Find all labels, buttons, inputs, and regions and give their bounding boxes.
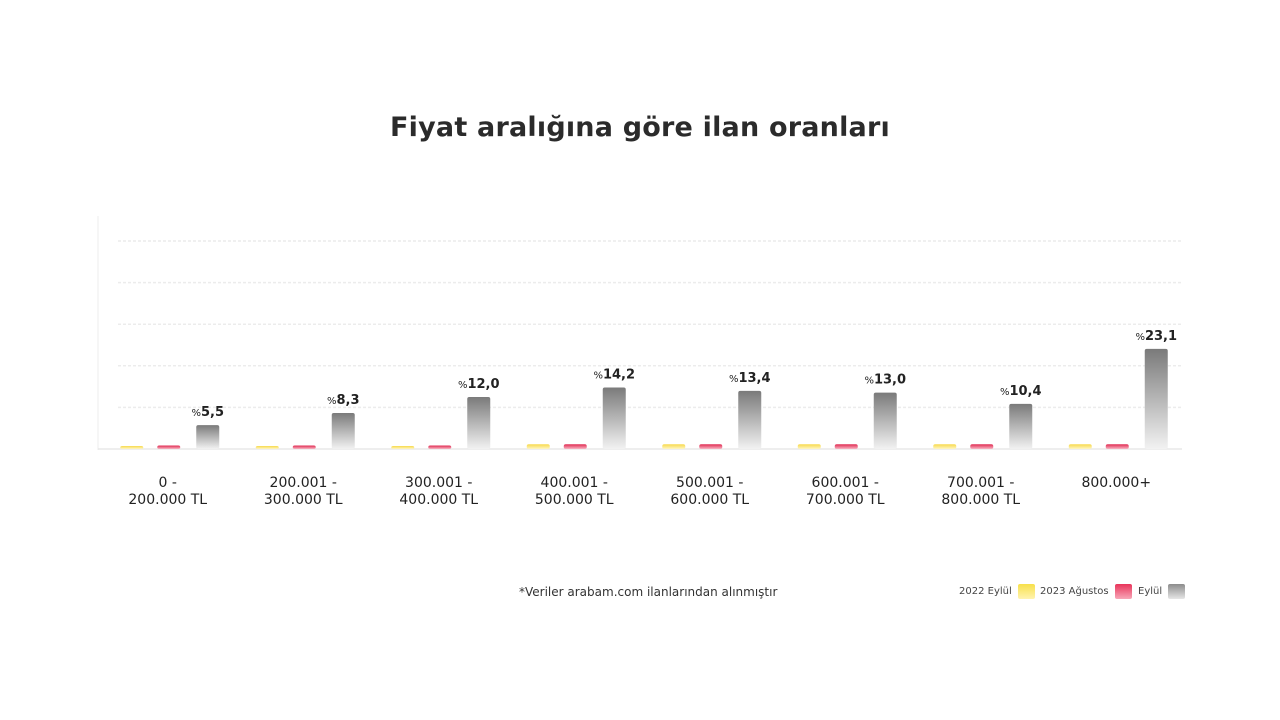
- bar-eylül-0: [196, 425, 220, 449]
- x-tick-line2: 300.000 TL: [263, 492, 343, 508]
- bar-2022-eylül-4: [662, 444, 686, 449]
- bar-eylül-2: [467, 397, 491, 449]
- x-tick-label: 300.001 -400.000 TL: [374, 475, 504, 509]
- data-label: %8,3: [327, 393, 360, 408]
- legend-item-2022-eylul: 2022 Eylül: [959, 584, 1035, 599]
- x-tick-line2: 800.000 TL: [941, 492, 1021, 508]
- data-label: %23,1: [1135, 329, 1177, 344]
- x-tick-label: 200.001 -300.000 TL: [238, 475, 368, 509]
- legend-swatch-yellow: [1017, 584, 1035, 599]
- bar-eylül-6: [1009, 403, 1033, 449]
- data-labels: %5,5 %8,3 %12,0 %14,2 %13,4 %13,0 %10,4 %23,1: [191, 329, 1177, 420]
- data-label: %14,2: [593, 367, 635, 382]
- bar-2022-eylül-6: [933, 444, 957, 449]
- bar-eylül-1: [331, 413, 355, 449]
- data-label: %5,5: [191, 405, 224, 420]
- legend-label: 2022 Eylül: [959, 586, 1012, 597]
- legend-label: Eylül: [1138, 586, 1163, 597]
- data-label: %12,0: [458, 377, 500, 392]
- x-tick-line1: 700.001 -: [947, 475, 1015, 491]
- x-tick-label: 800.000+: [1051, 475, 1181, 492]
- bar-2023-ağustos-0: [157, 445, 181, 449]
- legend-swatch-red: [1114, 584, 1132, 599]
- x-tick-label: 0 -200.000 TL: [103, 475, 233, 509]
- x-tick-line1: 200.001 -: [269, 475, 337, 491]
- bar-eylül-4: [738, 390, 762, 449]
- bar-2023-ağustos-2: [428, 445, 452, 449]
- bar-2023-ağustos-4: [699, 444, 723, 449]
- legend: 2022 Eylül 2023 Ağustos Eylül: [0, 584, 1280, 604]
- data-label: %13,0: [864, 373, 906, 388]
- bar-2022-eylül-5: [797, 444, 821, 449]
- grid-lines: [118, 240, 1182, 409]
- bar-2022-eylül-1: [255, 445, 279, 449]
- x-tick-line2: 600.000 TL: [670, 492, 750, 508]
- x-tick-line1: 800.000+: [1081, 475, 1152, 491]
- x-tick-line2: 700.000 TL: [805, 492, 885, 508]
- bar-2023-ağustos-6: [970, 444, 994, 449]
- bar-2022-eylül-3: [526, 444, 550, 449]
- legend-item-2023-agustos: 2023 Ağustos: [1040, 584, 1132, 599]
- bar-2023-ağustos-7: [1105, 444, 1129, 449]
- x-tick-line2: 200.000 TL: [128, 492, 208, 508]
- source-note: *Veriler arabam.com ilanlarından alınmış…: [519, 585, 778, 599]
- legend-swatch-gray: [1168, 584, 1186, 599]
- x-tick-line2: 500.000 TL: [534, 492, 614, 508]
- bar-2022-eylül-2: [391, 446, 415, 449]
- bar-eylül-7: [1144, 348, 1168, 449]
- bar-2023-ağustos-5: [834, 444, 858, 449]
- x-tick-line1: 600.001 -: [811, 475, 879, 491]
- bar-eylül-5: [873, 392, 897, 449]
- legend-item-eylul: Eylül: [1138, 584, 1186, 599]
- x-tick-label: 700.001 -800.000 TL: [916, 475, 1046, 509]
- legend-label: 2023 Ağustos: [1040, 586, 1109, 597]
- x-tick-label: 400.001 -500.000 TL: [509, 475, 639, 509]
- x-tick-label: 600.001 -700.000 TL: [780, 475, 910, 509]
- data-label: %13,4: [729, 371, 771, 386]
- x-tick-line1: 500.001 -: [676, 475, 744, 491]
- x-tick-line1: 400.001 -: [540, 475, 608, 491]
- bar-2022-eylül-7: [1068, 444, 1092, 449]
- x-tick-label: 500.001 -600.000 TL: [645, 475, 775, 509]
- bar-2023-ağustos-3: [563, 444, 587, 449]
- bars: [120, 348, 1168, 449]
- bar-eylül-3: [602, 387, 626, 449]
- data-label: %10,4: [1000, 384, 1042, 399]
- bar-2023-ağustos-1: [292, 445, 316, 449]
- x-tick-line2: 400.000 TL: [399, 492, 479, 508]
- chart-title: Fiyat aralığına göre ilan oranları: [390, 112, 890, 143]
- x-tick-line1: 0 -: [158, 475, 177, 491]
- bar-2022-eylül-0: [120, 445, 144, 449]
- x-tick-line1: 300.001 -: [405, 475, 473, 491]
